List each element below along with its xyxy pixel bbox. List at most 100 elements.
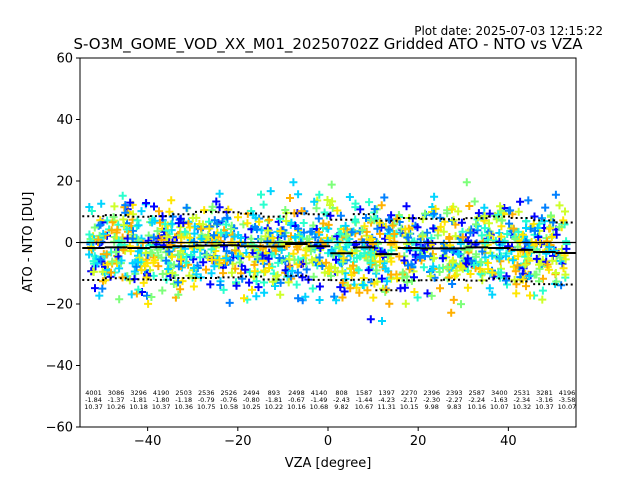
scatter-point — [239, 220, 248, 229]
bin-count-label: 2498 — [288, 389, 305, 397]
bin-mean-label: -2.30 — [423, 396, 440, 404]
scatter-point — [155, 207, 163, 216]
scatter-point — [328, 197, 337, 206]
scatter-point — [158, 286, 167, 295]
scatter-point — [137, 207, 146, 216]
bin-std-label: 10.07 — [558, 403, 577, 411]
scatter-point — [388, 221, 397, 230]
scatter-point — [205, 217, 213, 226]
scatter-point — [346, 284, 355, 293]
scatter-point — [207, 245, 216, 254]
x-tick-label: −40 — [134, 434, 161, 449]
scatter-point — [401, 225, 410, 234]
scatter-point — [208, 202, 217, 211]
scatter-point — [351, 199, 360, 208]
y-tick-label: −40 — [46, 359, 73, 374]
scatter-point — [103, 260, 112, 269]
bin-mean-label: -2.43 — [333, 396, 350, 404]
scatter-point — [385, 299, 394, 308]
scatter-point — [204, 233, 213, 242]
scatter-point — [458, 264, 467, 273]
scatter-point — [485, 284, 494, 293]
scatter-point — [421, 209, 429, 218]
bin-count-label: 2494 — [243, 389, 260, 397]
scatter-point — [222, 220, 230, 229]
scatter-point — [284, 278, 293, 287]
scatter-point — [132, 262, 141, 271]
scatter-point — [125, 276, 134, 285]
scatter-point — [225, 298, 234, 307]
scatter-point — [418, 230, 427, 239]
scatter-point — [206, 280, 215, 289]
scatter-point — [288, 266, 297, 275]
scatter-point — [291, 233, 300, 241]
scatter-point — [545, 243, 554, 252]
bin-mean-label: -2.24 — [468, 396, 485, 404]
scatter-point — [428, 211, 437, 220]
scatter-point — [196, 253, 205, 262]
scatter-point — [501, 252, 510, 261]
scatter-point — [142, 273, 151, 282]
scatter-point — [402, 202, 411, 211]
scatter-point — [315, 253, 324, 262]
scatter-point — [478, 247, 487, 256]
scatter-point — [370, 205, 379, 214]
scatter-point — [114, 236, 123, 245]
scatter-point — [294, 190, 303, 199]
bin-count-label: 2503 — [175, 389, 192, 397]
scatter-point — [301, 251, 310, 260]
scatter-point — [289, 178, 298, 187]
scatter-point — [276, 214, 285, 223]
scatter-point — [327, 180, 336, 189]
scatter-point — [387, 211, 396, 220]
scatter-point — [338, 278, 347, 287]
scatter-point — [232, 281, 241, 290]
scatter-point — [449, 295, 458, 304]
scatter-point — [542, 249, 551, 258]
scatter-point — [103, 216, 112, 225]
bin-mean-label: -1.37 — [108, 396, 125, 404]
scatter-point — [345, 193, 354, 201]
scatter-point — [165, 207, 174, 216]
scatter-point — [197, 224, 206, 233]
scatter-point — [377, 223, 386, 232]
scatter-point — [560, 220, 569, 229]
scatter-point — [454, 207, 463, 216]
scatter-point — [102, 250, 111, 259]
scatter-point — [167, 196, 176, 205]
scatter-point — [149, 233, 158, 242]
scatter-point — [431, 204, 440, 213]
scatter-point — [260, 288, 269, 297]
scatter-point — [382, 277, 391, 286]
scatter-point — [174, 290, 183, 299]
scatter-point — [182, 203, 191, 212]
scatter-point — [430, 273, 439, 282]
scatter-point — [396, 284, 405, 293]
scatter-point — [307, 255, 316, 264]
scatter-point — [495, 254, 504, 263]
x-tick-label: 20 — [410, 434, 427, 449]
scatter-point — [331, 263, 339, 272]
bin-mean-label: -2.27 — [446, 396, 463, 404]
scatter-point — [484, 265, 493, 274]
scatter-point — [511, 235, 520, 243]
scatter-point — [273, 271, 282, 280]
scatter-point — [526, 291, 534, 300]
scatter-point — [410, 288, 419, 296]
scatter-point — [320, 268, 329, 277]
scatter-point — [107, 268, 115, 277]
scatter-point — [247, 234, 256, 243]
bin-mean-label: -1.81 — [265, 396, 282, 404]
bin-count-label: 2270 — [401, 389, 418, 397]
scatter-point — [308, 284, 317, 293]
scatter-point — [457, 300, 465, 309]
scatter-point — [548, 256, 557, 265]
scatter-point — [364, 266, 373, 275]
scatter-point — [185, 223, 194, 232]
scatter-point — [85, 250, 94, 259]
scatter-point — [263, 226, 272, 235]
scatter-point — [369, 293, 378, 302]
scatter-point — [234, 213, 242, 222]
scatter-point — [505, 219, 514, 228]
